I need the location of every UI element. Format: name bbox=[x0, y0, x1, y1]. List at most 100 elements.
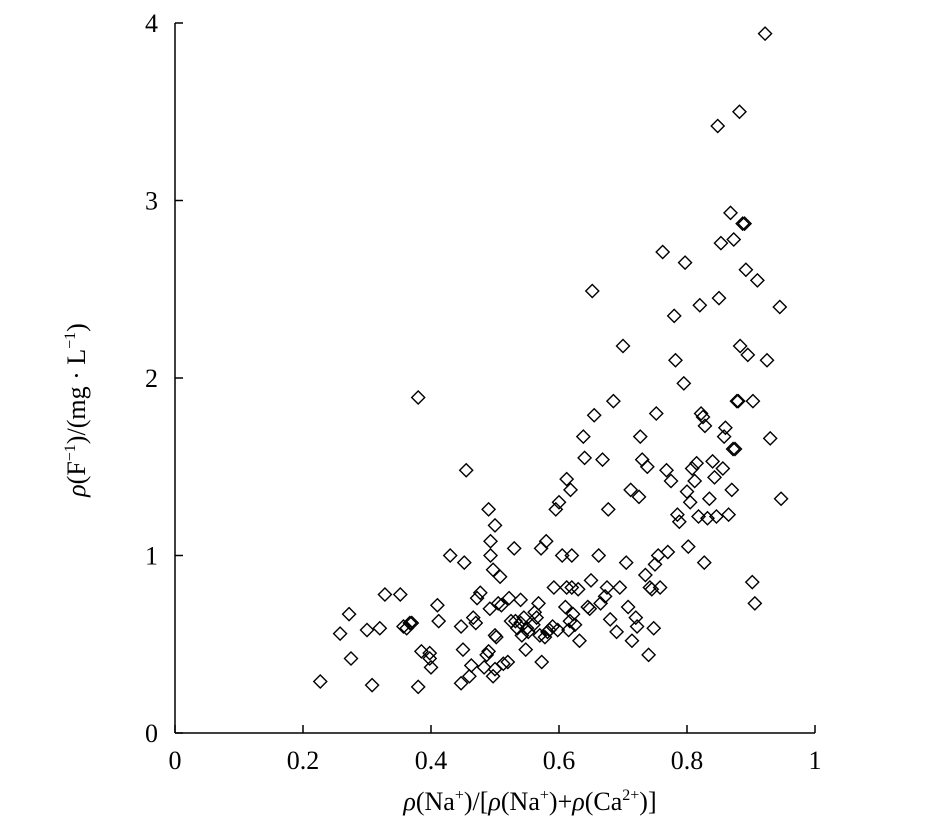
data-point bbox=[493, 597, 509, 613]
x-tick-label: 0.4 bbox=[415, 746, 448, 775]
data-point bbox=[487, 517, 503, 533]
data-point bbox=[476, 659, 492, 675]
data-point bbox=[744, 574, 760, 590]
data-point bbox=[705, 453, 721, 469]
data-point bbox=[631, 489, 647, 505]
data-point bbox=[711, 290, 727, 306]
data-point bbox=[727, 441, 743, 457]
data-point bbox=[697, 418, 713, 434]
data-point bbox=[465, 610, 481, 626]
data-point bbox=[343, 650, 359, 666]
data-point bbox=[671, 514, 687, 530]
data-point bbox=[669, 507, 685, 523]
data-point bbox=[404, 615, 420, 631]
data-point bbox=[689, 455, 705, 471]
data-point bbox=[660, 544, 676, 560]
axes bbox=[174, 23, 815, 734]
y-tick-label: 2 bbox=[145, 364, 158, 393]
axis-ticks bbox=[174, 22, 816, 734]
data-point bbox=[561, 622, 577, 638]
data-point bbox=[639, 459, 655, 475]
tick-labels: 0 0.2 0.4 0.6 0.8 1 0 1 2 3 4 bbox=[145, 9, 822, 775]
x-tick-label: 0 bbox=[169, 746, 182, 775]
data-point bbox=[481, 501, 497, 517]
data-point bbox=[519, 620, 535, 636]
data-point bbox=[680, 539, 696, 555]
x-axis-title: ρ(Na+)/[ρ(Na+)+ρ(Ca2+)] bbox=[402, 787, 656, 816]
data-point bbox=[557, 599, 573, 615]
data-point bbox=[372, 620, 388, 636]
data-point bbox=[684, 461, 700, 477]
data-point bbox=[716, 429, 732, 445]
data-point bbox=[442, 548, 458, 563]
data-point bbox=[682, 494, 698, 510]
data-point bbox=[599, 579, 615, 595]
data-point bbox=[481, 643, 497, 659]
data-point bbox=[395, 619, 411, 634]
data-point bbox=[666, 308, 682, 324]
data-point bbox=[713, 235, 729, 251]
data-point bbox=[605, 393, 621, 409]
data-point bbox=[738, 262, 754, 278]
data-point bbox=[707, 469, 723, 485]
x-tick-label: 0.8 bbox=[671, 746, 704, 775]
data-point bbox=[593, 595, 609, 611]
data-point bbox=[483, 533, 499, 549]
data-point bbox=[618, 555, 634, 571]
data-point bbox=[312, 674, 328, 690]
data-point bbox=[564, 548, 580, 563]
data-point bbox=[584, 283, 600, 299]
data-point bbox=[429, 597, 445, 613]
data-point bbox=[332, 626, 348, 642]
data-point bbox=[644, 581, 660, 597]
data-point bbox=[487, 661, 503, 677]
data-point bbox=[402, 615, 418, 631]
data-point bbox=[490, 595, 506, 611]
data-point bbox=[696, 555, 712, 571]
y-axis-title: ρ(F−1)/(mg · L−1) bbox=[62, 323, 91, 498]
data-point bbox=[632, 429, 648, 445]
data-point bbox=[550, 622, 566, 638]
data-point bbox=[456, 555, 472, 571]
x-tick-label: 0.6 bbox=[543, 746, 576, 775]
data-point bbox=[667, 352, 683, 368]
data-point bbox=[646, 620, 662, 636]
data-point bbox=[482, 601, 498, 617]
data-point bbox=[708, 508, 724, 524]
data-point bbox=[591, 548, 607, 563]
data-point bbox=[410, 679, 426, 695]
data-point bbox=[715, 461, 731, 477]
data-point bbox=[377, 587, 393, 603]
data-point bbox=[757, 26, 773, 42]
data-point bbox=[453, 619, 469, 634]
data-point bbox=[551, 494, 567, 510]
data-point bbox=[747, 595, 763, 611]
data-point bbox=[575, 429, 591, 445]
data-point bbox=[737, 216, 753, 232]
data-point bbox=[772, 299, 788, 315]
data-point bbox=[359, 622, 375, 638]
data-point bbox=[582, 601, 598, 617]
data-point bbox=[637, 567, 653, 583]
data-point bbox=[735, 216, 751, 232]
data-point bbox=[731, 104, 747, 120]
data-point bbox=[762, 430, 778, 446]
data-point bbox=[392, 587, 408, 603]
data-point bbox=[554, 548, 570, 563]
data-point bbox=[615, 338, 631, 354]
data-point bbox=[710, 118, 726, 134]
data-point bbox=[485, 668, 501, 684]
y-tick-label: 4 bbox=[145, 9, 158, 38]
data-point bbox=[729, 393, 745, 409]
data-point bbox=[532, 627, 548, 643]
data-point bbox=[500, 654, 516, 670]
data-point bbox=[600, 501, 616, 517]
data-point bbox=[463, 658, 479, 674]
data-point bbox=[641, 647, 657, 663]
data-point bbox=[529, 610, 545, 626]
data-point bbox=[453, 675, 469, 691]
data-point bbox=[773, 491, 789, 507]
y-tick-label: 0 bbox=[145, 719, 158, 748]
data-point bbox=[612, 579, 628, 595]
data-point bbox=[479, 647, 495, 663]
